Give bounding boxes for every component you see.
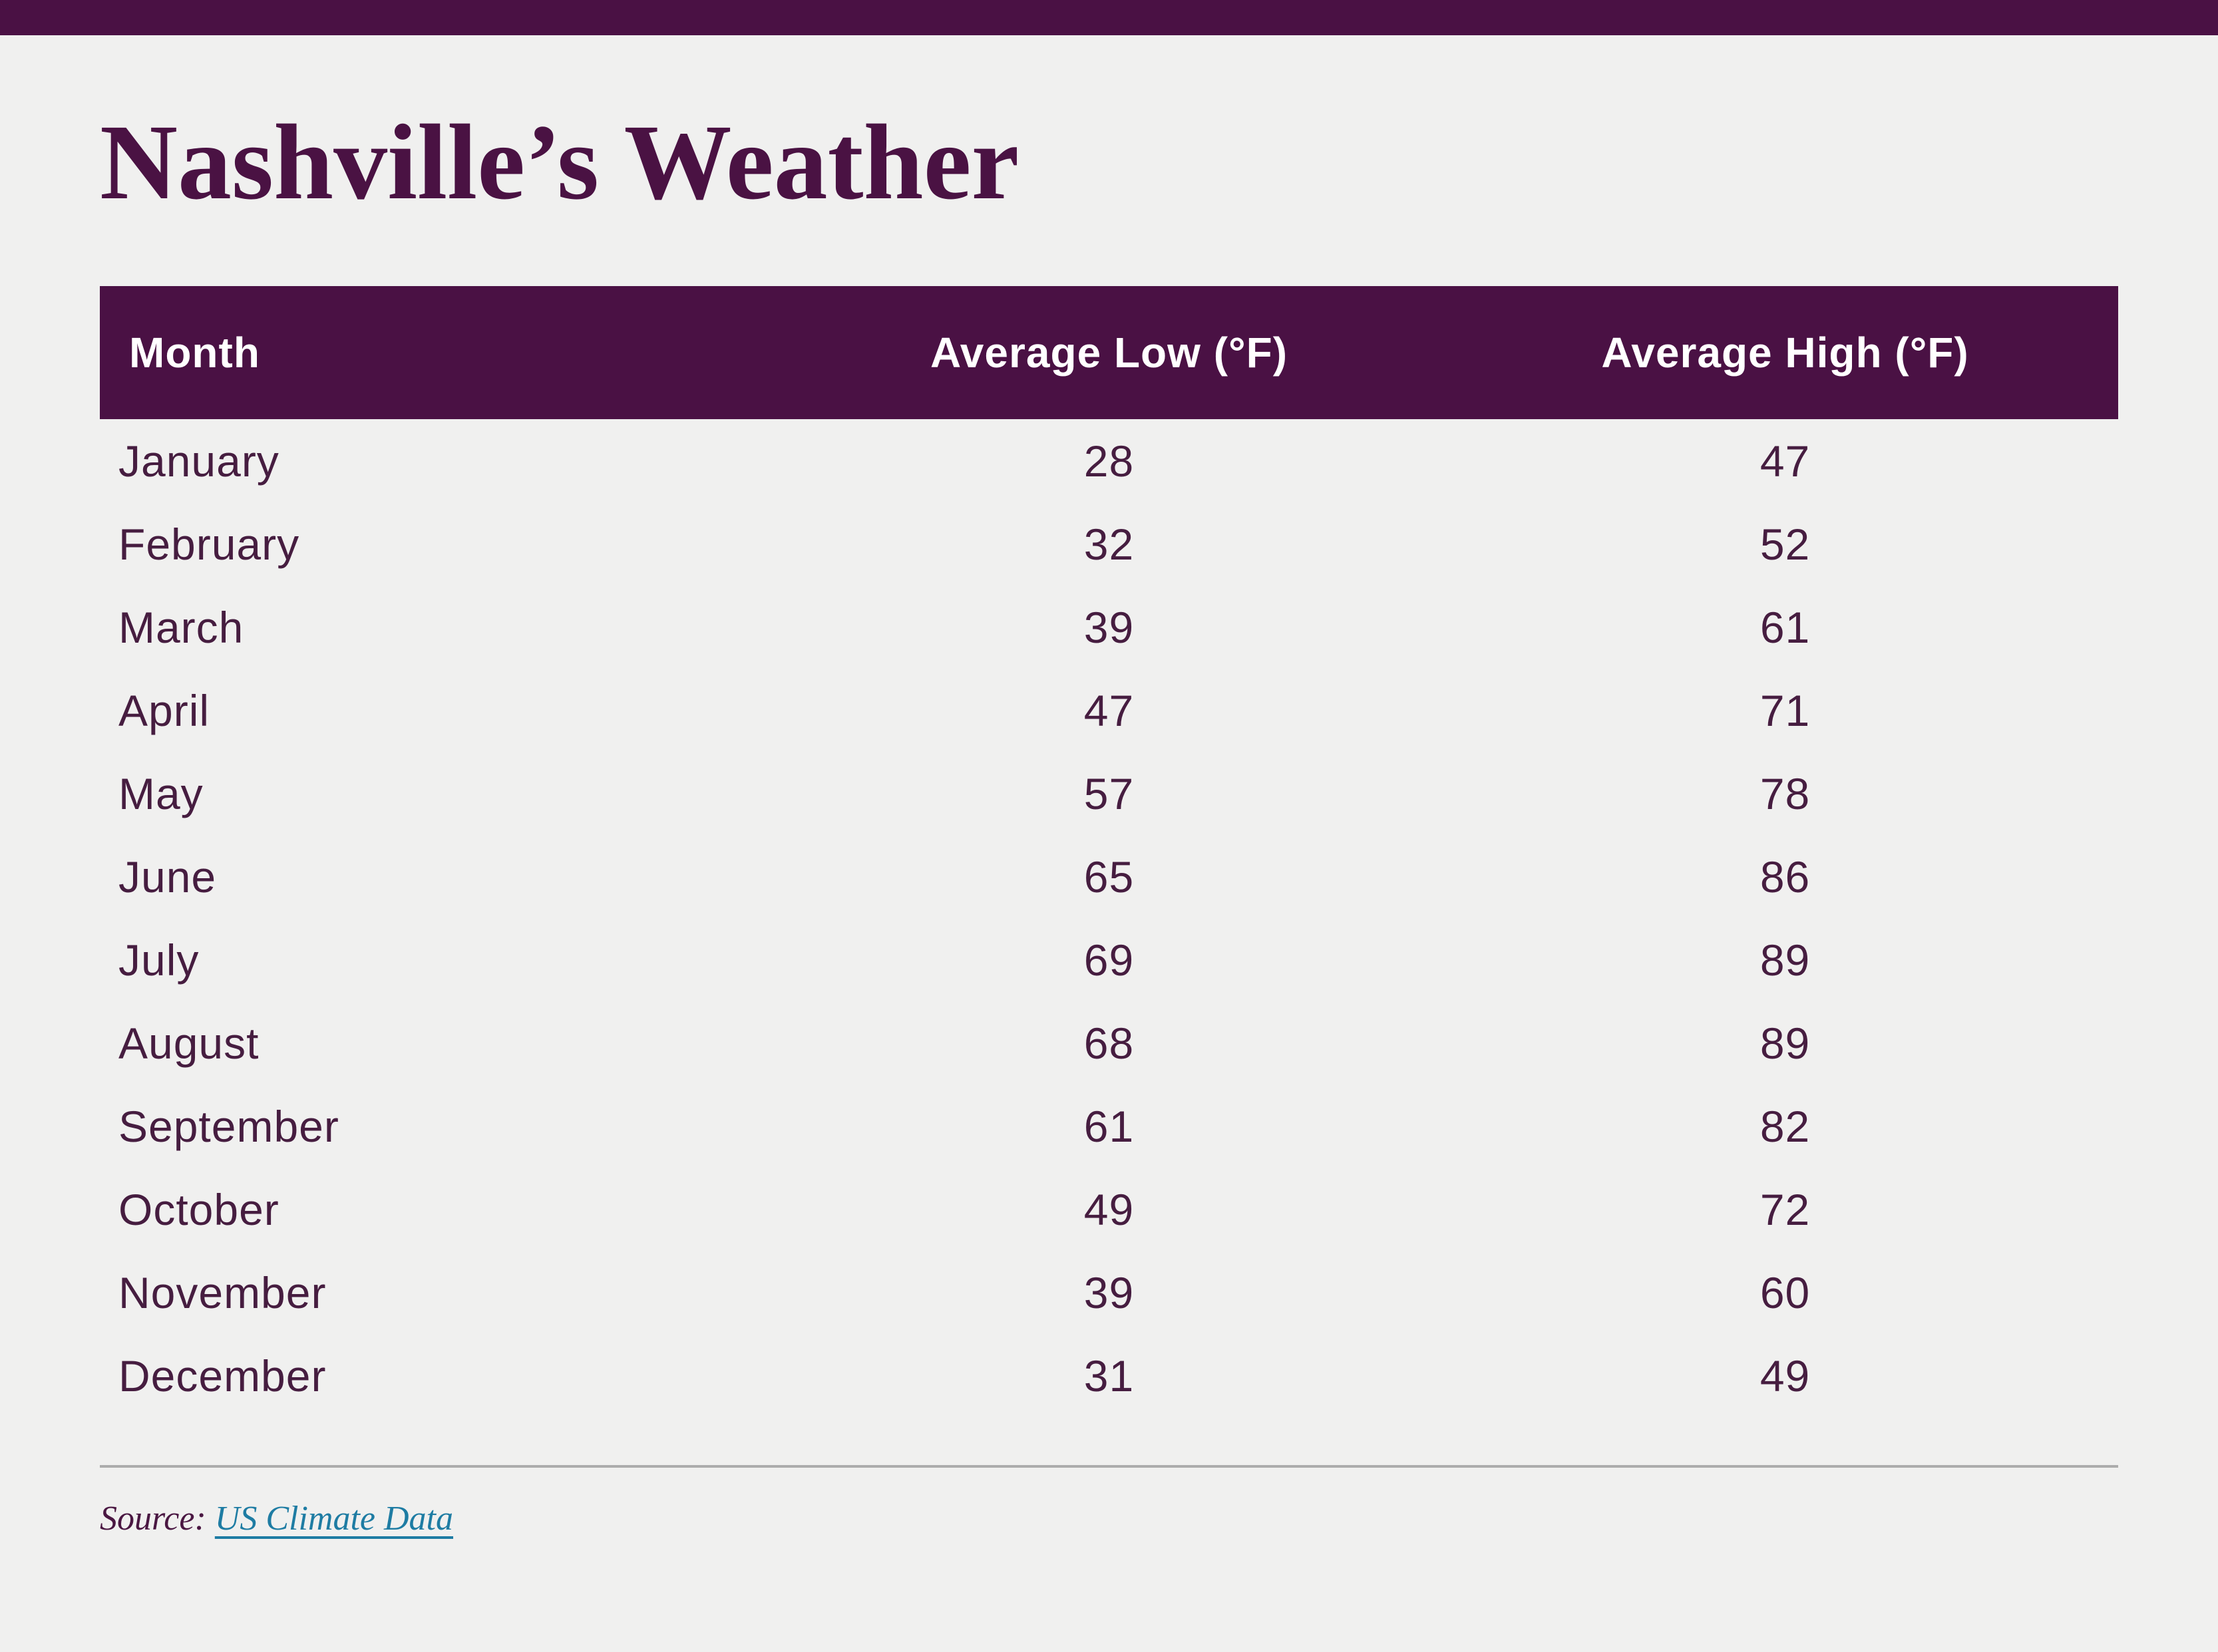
table-row: July 69 89 (100, 918, 2118, 1001)
high-cell: 47 (1759, 436, 1811, 486)
source-line: Source: US Climate Data (100, 1497, 2118, 1540)
low-cell: 31 (1083, 1351, 1135, 1401)
column-header-month: Month (129, 329, 260, 377)
month-cell: April (118, 685, 210, 735)
table-row: April 47 71 (100, 669, 2118, 752)
month-cell: July (118, 935, 200, 985)
month-cell: March (118, 602, 244, 652)
table-row: August 68 89 (100, 1001, 2118, 1084)
month-cell: June (118, 852, 217, 902)
header-row: Month Average Low (°F) Average High (°F) (100, 286, 2118, 420)
low-cell: 47 (1083, 685, 1135, 735)
low-cell: 68 (1083, 1018, 1135, 1068)
source-label: Source: (100, 1500, 206, 1538)
table-body: January 28 47 February 32 52 March 39 61… (100, 419, 2118, 1417)
table-row: September 61 82 (100, 1084, 2118, 1168)
high-cell: 78 (1759, 768, 1811, 818)
month-cell: December (118, 1351, 327, 1401)
high-cell: 89 (1759, 1018, 1811, 1068)
table-row: October 49 72 (100, 1168, 2118, 1251)
month-cell: October (118, 1184, 279, 1234)
high-cell: 89 (1759, 935, 1811, 985)
low-cell: 65 (1083, 852, 1135, 902)
low-cell: 69 (1083, 935, 1135, 985)
low-cell: 57 (1083, 768, 1135, 818)
column-header-average-low: Average Low (°F) (930, 329, 1288, 377)
table-row: May 57 78 (100, 752, 2118, 835)
low-cell: 39 (1083, 602, 1135, 652)
high-cell: 72 (1759, 1184, 1811, 1234)
table-row: June 65 86 (100, 835, 2118, 918)
low-cell: 49 (1083, 1184, 1135, 1234)
month-cell: February (118, 519, 300, 569)
low-cell: 61 (1083, 1101, 1135, 1151)
table-row: December 31 49 (100, 1334, 2118, 1417)
high-cell: 71 (1759, 685, 1811, 735)
table-row: March 39 61 (100, 585, 2118, 669)
low-cell: 39 (1083, 1267, 1135, 1317)
high-cell: 82 (1759, 1101, 1811, 1151)
month-cell: January (118, 436, 279, 486)
table-header: Month Average Low (°F) Average High (°F) (100, 286, 2118, 420)
low-cell: 28 (1083, 436, 1135, 486)
page-title: Nashville’s Weather (100, 103, 1019, 222)
month-cell: May (118, 768, 204, 818)
high-cell: 60 (1759, 1267, 1811, 1317)
month-cell: November (118, 1267, 327, 1317)
weather-table: Month Average Low (°F) Average High (°F)… (100, 286, 2118, 1417)
month-cell: August (118, 1018, 260, 1068)
source-link[interactable]: US Climate Data (214, 1500, 454, 1538)
month-cell: September (118, 1101, 339, 1151)
page-content: Nashville’s Weather Month Average Low (°… (0, 98, 2218, 1540)
table-row: January 28 47 (100, 419, 2118, 502)
high-cell: 61 (1759, 602, 1811, 652)
low-cell: 32 (1083, 519, 1135, 569)
high-cell: 49 (1759, 1351, 1811, 1401)
high-cell: 52 (1759, 519, 1811, 569)
column-header-average-high: Average High (°F) (1601, 329, 1969, 377)
divider (100, 1465, 2118, 1468)
high-cell: 86 (1759, 852, 1811, 902)
table-row: February 32 52 (100, 502, 2118, 585)
top-accent-bar (0, 0, 2218, 35)
table-row: November 39 60 (100, 1251, 2118, 1334)
